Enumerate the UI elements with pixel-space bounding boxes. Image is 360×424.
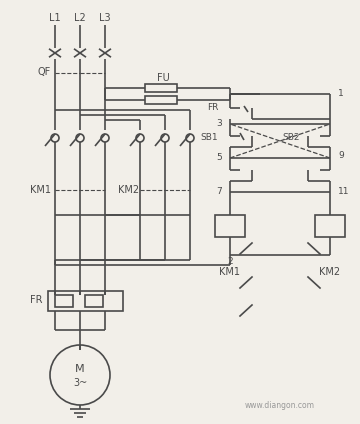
Text: 11: 11 xyxy=(338,187,350,196)
Text: 2: 2 xyxy=(227,257,233,267)
Bar xyxy=(55,295,73,307)
Text: 3~: 3~ xyxy=(73,378,87,388)
Text: M: M xyxy=(75,364,85,374)
Bar xyxy=(315,215,345,237)
Text: SB2: SB2 xyxy=(282,134,300,142)
Text: KM1: KM1 xyxy=(30,185,51,195)
Text: 5: 5 xyxy=(216,153,222,162)
Text: 1: 1 xyxy=(338,89,344,98)
Text: 7: 7 xyxy=(216,187,222,196)
Bar xyxy=(85,295,103,307)
Text: QF: QF xyxy=(38,67,51,77)
Text: L3: L3 xyxy=(99,13,111,23)
Text: KM2: KM2 xyxy=(319,267,341,277)
Text: KM1: KM1 xyxy=(220,267,240,277)
Text: www.diangon.com: www.diangon.com xyxy=(245,401,315,410)
Text: KM2: KM2 xyxy=(118,185,139,195)
Bar xyxy=(145,84,177,92)
Bar xyxy=(215,215,245,237)
Text: FR: FR xyxy=(30,295,42,305)
Text: SB1: SB1 xyxy=(201,134,218,142)
Text: 3: 3 xyxy=(216,120,222,128)
Text: FU: FU xyxy=(157,73,169,83)
Text: L1: L1 xyxy=(49,13,61,23)
Bar xyxy=(145,96,177,104)
Text: FR: FR xyxy=(207,103,218,112)
Text: 9: 9 xyxy=(338,151,344,159)
Text: L2: L2 xyxy=(74,13,86,23)
Bar xyxy=(48,291,123,311)
